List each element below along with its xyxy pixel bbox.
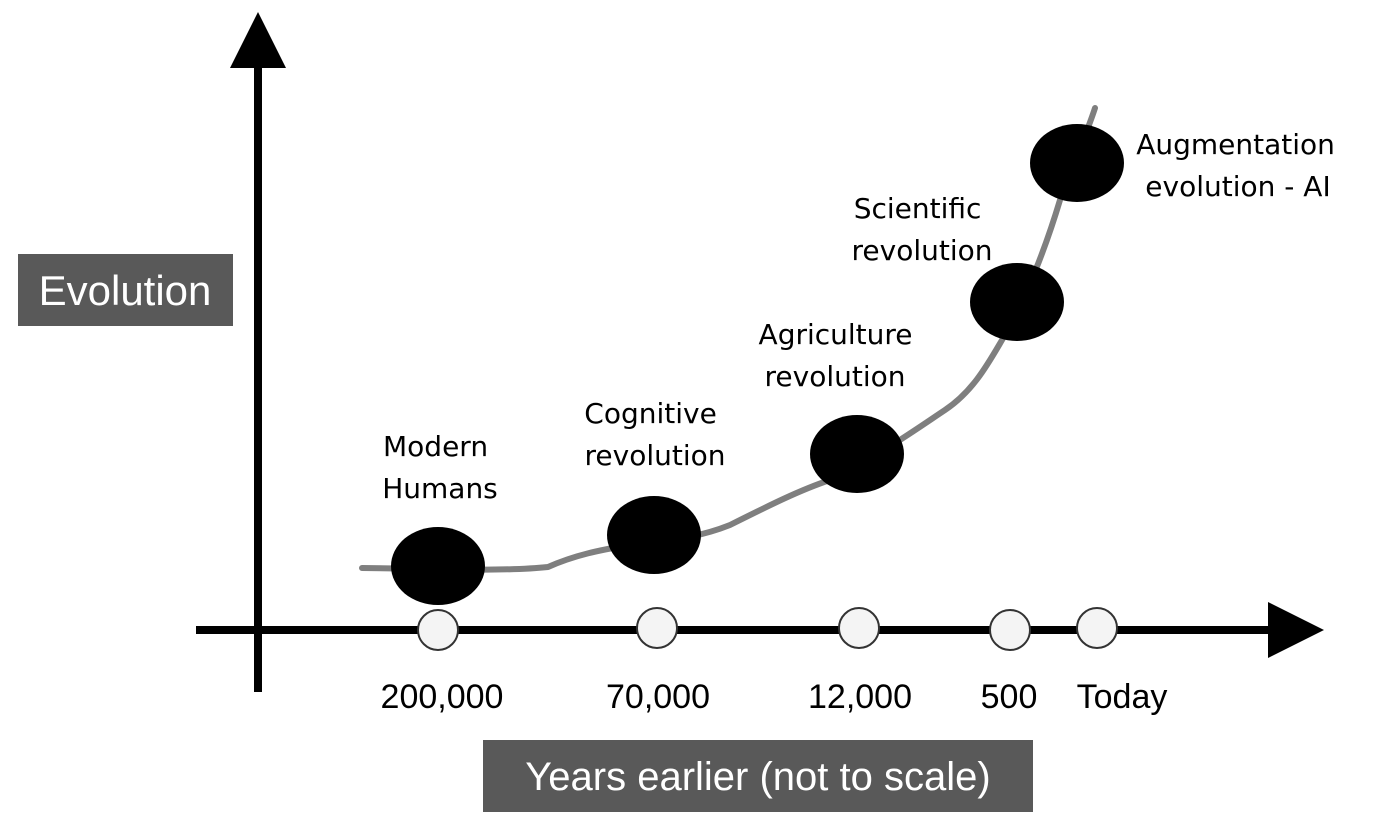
tick-label-200000: 200,000 — [381, 678, 504, 716]
tick-dot-12000 — [838, 607, 880, 649]
event-label-line: Agriculture — [759, 318, 913, 351]
event-label-line: Augmentation — [1136, 128, 1335, 161]
tick-dot-today — [1076, 607, 1118, 649]
event-label-line: Scientific — [854, 192, 982, 225]
event-label-line: revolution — [585, 439, 726, 472]
event-label-augmentation-evolution: Augmentation evolution - AI — [1136, 128, 1344, 203]
event-label-scientific-revolution: Scientific revolution — [852, 192, 993, 267]
tick-label-500: 500 — [981, 678, 1038, 716]
y-axis-label-box — [18, 254, 233, 326]
tick-dot-500 — [989, 609, 1031, 651]
x-axis-label-box — [483, 740, 1033, 812]
x-axis-label: Years earlier (not to scale) — [525, 755, 990, 799]
tick-label-70000: 70,000 — [606, 678, 710, 716]
tick-dot-200000 — [417, 609, 459, 651]
event-label-line: Humans — [382, 472, 498, 505]
event-label-agriculture-revolution: Agriculture revolution — [759, 318, 922, 393]
y-axis-label: Evolution — [39, 267, 212, 314]
event-dot-agriculture-revolution — [810, 415, 904, 493]
event-label-modern-humans: Modern Humans — [382, 430, 498, 505]
event-label-line: evolution - AI — [1145, 170, 1330, 203]
tick-label-today: Today — [1077, 678, 1168, 716]
event-dot-scientific-revolution — [970, 263, 1064, 341]
event-dot-augmentation-evolution — [1030, 124, 1124, 202]
event-label-line: Cognitive — [584, 397, 717, 430]
tick-label-12000: 12,000 — [808, 678, 912, 716]
event-dot-modern-humans — [391, 527, 485, 605]
event-label-line: revolution — [852, 234, 993, 267]
event-label-line: revolution — [765, 360, 906, 393]
event-label-cognitive-revolution: Cognitive revolution — [584, 397, 725, 472]
event-label-line: Modern — [383, 430, 488, 463]
tick-dot-70000 — [636, 607, 678, 649]
event-dot-cognitive-revolution — [607, 496, 701, 574]
